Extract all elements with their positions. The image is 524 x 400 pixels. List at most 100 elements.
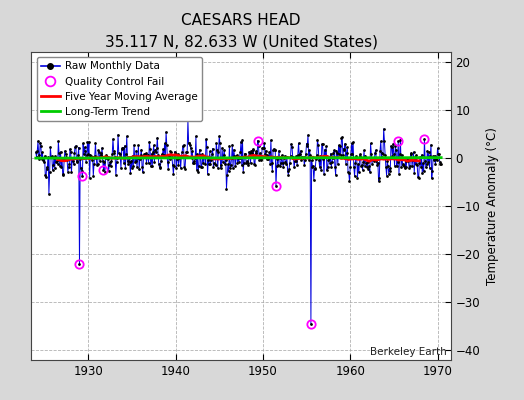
Point [238,137,247,143]
Text: Berkeley Earth: Berkeley Earth [370,347,446,357]
Point [291,158,299,164]
Point [436,161,445,167]
Point [392,163,401,170]
Point [214,164,222,171]
Point [397,164,406,170]
Point [228,141,236,148]
Point [121,164,129,171]
Point [173,156,181,162]
Point [117,165,125,171]
Point [383,158,391,164]
Point [358,162,366,168]
Point [187,145,195,152]
Point [103,154,111,160]
Point [338,134,346,140]
Point [166,156,174,162]
Point [115,150,124,157]
Point [377,153,386,160]
Point [55,150,63,156]
Point [196,152,204,158]
Point [323,164,332,170]
Point [423,148,432,154]
Point [428,175,436,182]
Point [353,155,361,161]
Point [207,157,215,164]
Point [375,175,384,182]
Point [435,151,443,158]
Point [74,152,82,158]
Point [235,158,243,165]
Point [329,150,337,157]
Point [76,156,84,162]
Point [53,160,62,167]
Y-axis label: Temperature Anomaly (°C): Temperature Anomaly (°C) [486,127,499,285]
Point [307,321,315,327]
Point [128,165,136,171]
Point [242,160,250,166]
Point [286,153,294,160]
Point [125,159,134,166]
Point [53,158,61,164]
Point [219,159,227,165]
Point [59,171,68,177]
Point [342,150,351,156]
Point [137,146,146,153]
Point [64,164,73,170]
Point [340,145,348,152]
Point [233,160,242,166]
Point [45,191,53,197]
Point [256,156,265,162]
Point [352,153,360,159]
Point [113,155,122,161]
Point [411,161,420,168]
Point [217,162,225,168]
Point [301,156,309,163]
Point [433,145,442,152]
Point [199,160,208,167]
Point [241,150,249,157]
Point [96,158,104,164]
Point [42,164,51,170]
Point [135,166,144,172]
Point [243,160,252,166]
Point [46,169,54,176]
Point [216,165,225,172]
Point [190,160,199,166]
Point [334,161,342,167]
Point [332,172,340,178]
Point [235,154,244,161]
Point [140,151,148,158]
Point [385,170,393,177]
Point [129,162,137,169]
Point [302,151,310,157]
Point [167,148,176,155]
Point [269,146,278,152]
Point [431,160,440,167]
Point [327,164,335,170]
Point [98,144,106,151]
Point [182,149,191,156]
Point [304,156,313,163]
Point [279,164,288,170]
Point [220,152,228,158]
Point [417,164,425,170]
Point [412,152,421,158]
Point [136,152,145,158]
Point [184,140,193,146]
Point [117,146,126,152]
Point [405,164,413,171]
Point [192,166,201,173]
Point [144,151,152,158]
Point [121,142,129,149]
Point [365,163,373,170]
Point [250,161,259,168]
Point [347,150,355,157]
Point [239,168,247,175]
Point [216,140,224,146]
Point [297,148,305,154]
Point [336,152,345,158]
Point [149,149,157,155]
Point [152,145,161,152]
Point [34,138,42,144]
Point [49,162,58,168]
